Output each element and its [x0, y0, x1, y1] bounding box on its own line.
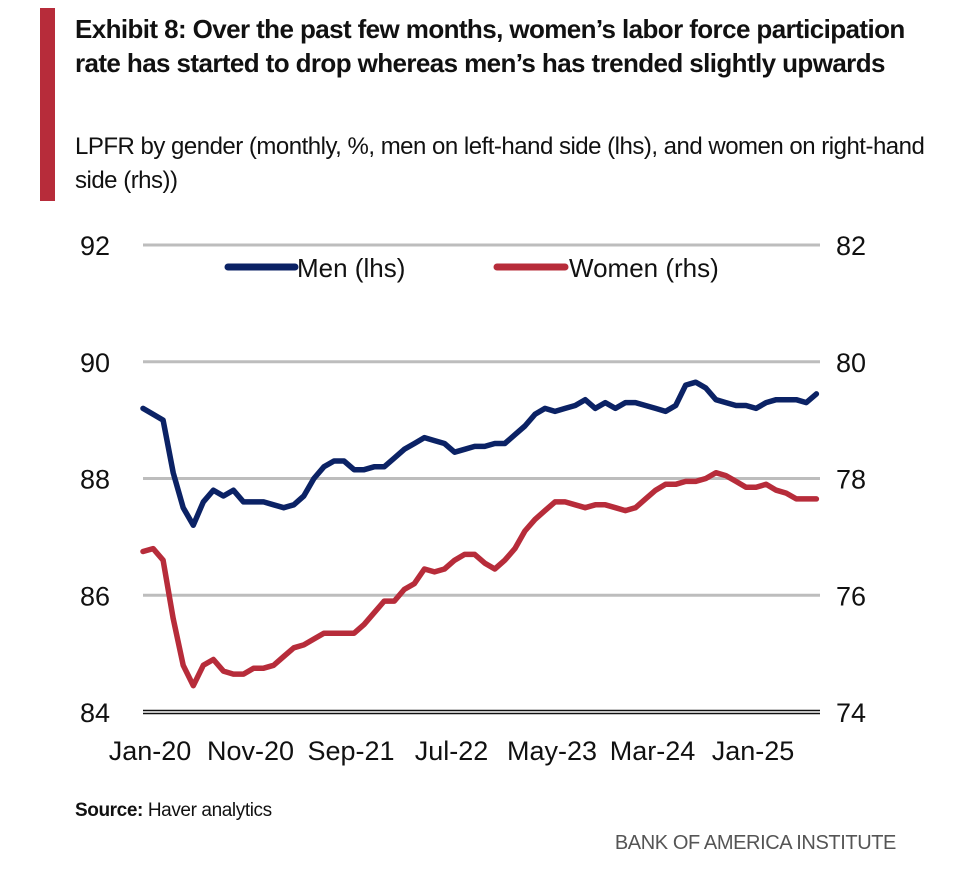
- x-tick-label: Jan-20: [109, 736, 192, 766]
- series-line-men: [140, 379, 820, 528]
- x-tick-label: Nov-20: [207, 736, 294, 766]
- x-tick-label: Jan-25: [712, 736, 795, 766]
- x-tick-label: May-23: [507, 736, 597, 766]
- y-tick-label-right: 78: [836, 465, 866, 495]
- gridlines: [143, 243, 820, 715]
- y-axis-right: 74 76 78 80 82: [836, 231, 866, 728]
- legend: Men (lhs) Women (rhs): [224, 253, 719, 283]
- y-tick-label-right: 74: [836, 698, 866, 728]
- brand-logo-text: BANK OF AMERICA INSTITUTE: [614, 832, 897, 854]
- y-tick-label-left: 90: [80, 348, 110, 378]
- y-tick-label-right: 80: [836, 348, 866, 378]
- x-tick-label: Sep-21: [307, 736, 394, 766]
- series-lines: [140, 379, 820, 689]
- accent-bar: [40, 8, 55, 201]
- chart-title: Exhibit 8: Over the past few months, wom…: [75, 14, 905, 78]
- y-tick-label-left: 84: [80, 698, 110, 728]
- source-note: Source: Haver analytics: [75, 800, 272, 822]
- x-tick-label: Mar-24: [610, 736, 696, 766]
- y-tick-label-left: 88: [80, 465, 110, 495]
- source-label: Source:: [75, 800, 143, 821]
- legend-label-men: Men (lhs): [297, 253, 405, 283]
- x-axis: Jan-20 Nov-20 Sep-21 Jul-22 May-23 Mar-24 Jan-…: [109, 736, 795, 766]
- y-tick-label-right: 82: [836, 231, 866, 261]
- legend-label-women: Women (rhs): [569, 253, 719, 283]
- source-text: Haver analytics: [147, 800, 272, 821]
- y-tick-label-left: 86: [80, 581, 110, 611]
- chart-subtitle: LPFR by gender (monthly, %, men on left-…: [75, 133, 925, 194]
- y-tick-label-left: 92: [80, 231, 110, 261]
- y-axis-left: 84 86 88 90 92: [80, 231, 110, 728]
- x-tick-label: Jul-22: [415, 736, 489, 766]
- y-tick-label-right: 76: [836, 581, 866, 611]
- series-line-women: [140, 469, 820, 689]
